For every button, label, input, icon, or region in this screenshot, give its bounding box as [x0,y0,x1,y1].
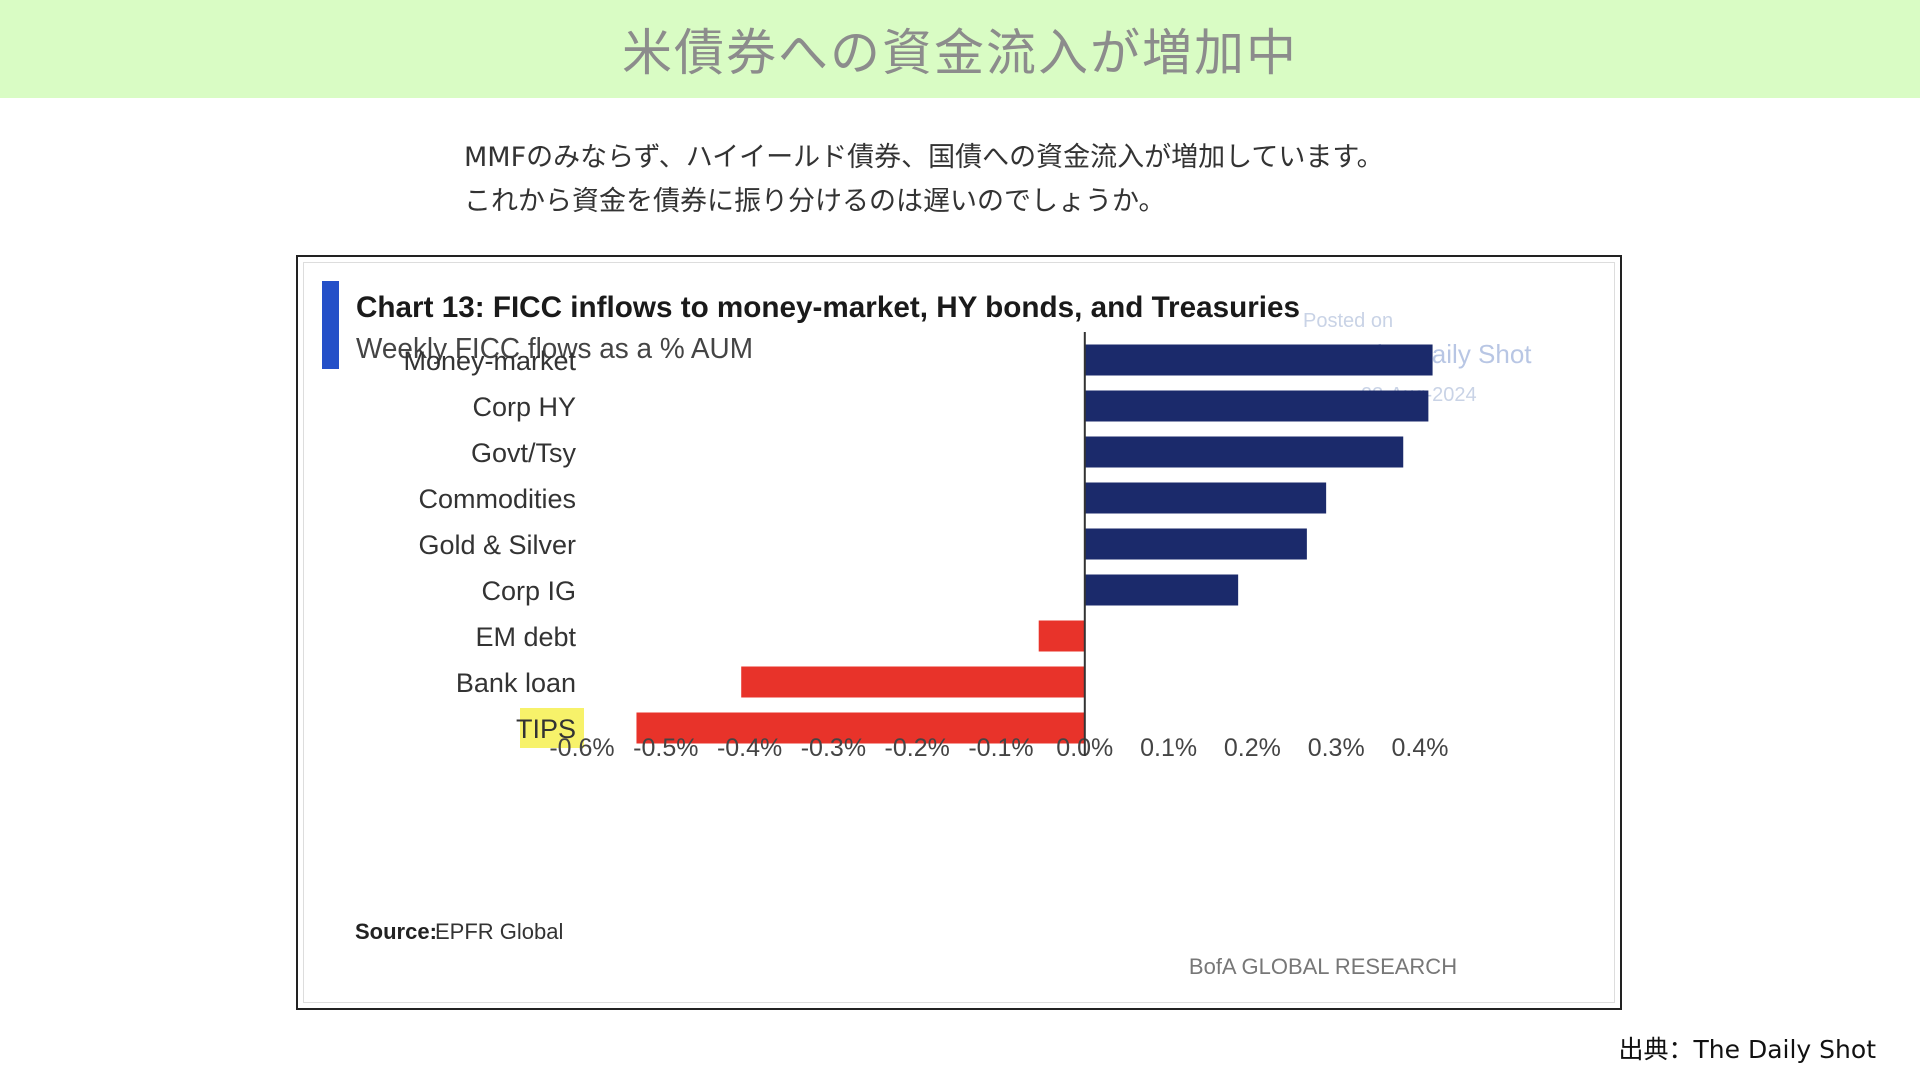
category-label: TIPS [516,714,576,744]
chart-title: Chart 13: FICC inflows to money-market, … [356,291,1300,324]
x-tick-label: 0.1% [1140,734,1197,762]
x-tick-label: -0.3% [801,734,866,762]
category-label: Commodities [418,484,576,514]
source-footnote: 出典：The Daily Shot [1618,1035,1876,1064]
chart-canvas: Chart 13: FICC inflows to money-market, … [322,281,1532,979]
x-tick-label: -0.5% [633,734,698,762]
category-label: Govt/Tsy [471,438,577,468]
credit-text: BofA GLOBAL RESEARCH [1189,954,1457,979]
bar-commodities [1084,482,1327,514]
lead-line-1: MMFのみならず、ハイイールド債券、国債への資金流入が増加しています。 [464,142,1384,173]
category-label: Bank loan [456,668,576,698]
category-labels: Money-market Corp HY Govt/Tsy Commodities Go… [403,346,584,748]
x-tick-label: -0.2% [885,734,950,762]
bars-group [636,344,1433,744]
category-label: Gold & Silver [418,530,576,560]
category-label: Corp IG [481,576,576,606]
watermark-posted: Posted on [1303,310,1393,332]
source-text: EPFR Global [435,919,563,944]
page-title: 米債券への資金流入が増加中 [622,24,1298,82]
x-tick-label: -0.1% [968,734,1033,762]
title-banner: 米債券への資金流入が増加中 [0,0,1920,98]
bar-corp-ig [1084,574,1239,606]
chart-image-frame: Chart 13: FICC inflows to money-market, … [296,255,1622,1010]
lead-line-2: これから資金を債券に振り分けるのは遅いのでしょうか。 [464,186,1166,217]
source-label: Source: [355,919,437,944]
bar-bank-loan [741,666,1085,698]
bar-gold-silver [1084,528,1307,560]
bar-govt-tsy [1084,436,1404,468]
category-highlight [520,708,584,748]
chart-subtitle: Weekly FICC flows as a % AUM [356,333,753,365]
bar-tips [636,712,1085,744]
bar-corp-hy [1084,390,1429,422]
title-accent-bar [322,281,339,369]
x-tick-labels: -0.6% -0.5% -0.4% -0.3% -0.2% -0.1% 0.0% 0.1% 0.… [549,734,1448,762]
bar-em-debt [1038,620,1085,652]
category-label: Money-market [403,346,576,376]
x-tick-label: 0.4% [1392,734,1449,762]
category-label: EM debt [475,622,576,652]
x-tick-label: 0.2% [1224,734,1281,762]
x-tick-label: -0.6% [549,734,614,762]
x-tick-label: -0.4% [717,734,782,762]
x-tick-label: 0.3% [1308,734,1365,762]
bar-money-market [1084,344,1433,376]
category-label: Corp HY [472,392,576,422]
lead-text: MMFのみならず、ハイイールド債券、国債への資金流入が増加しています。 これから… [464,136,1384,224]
